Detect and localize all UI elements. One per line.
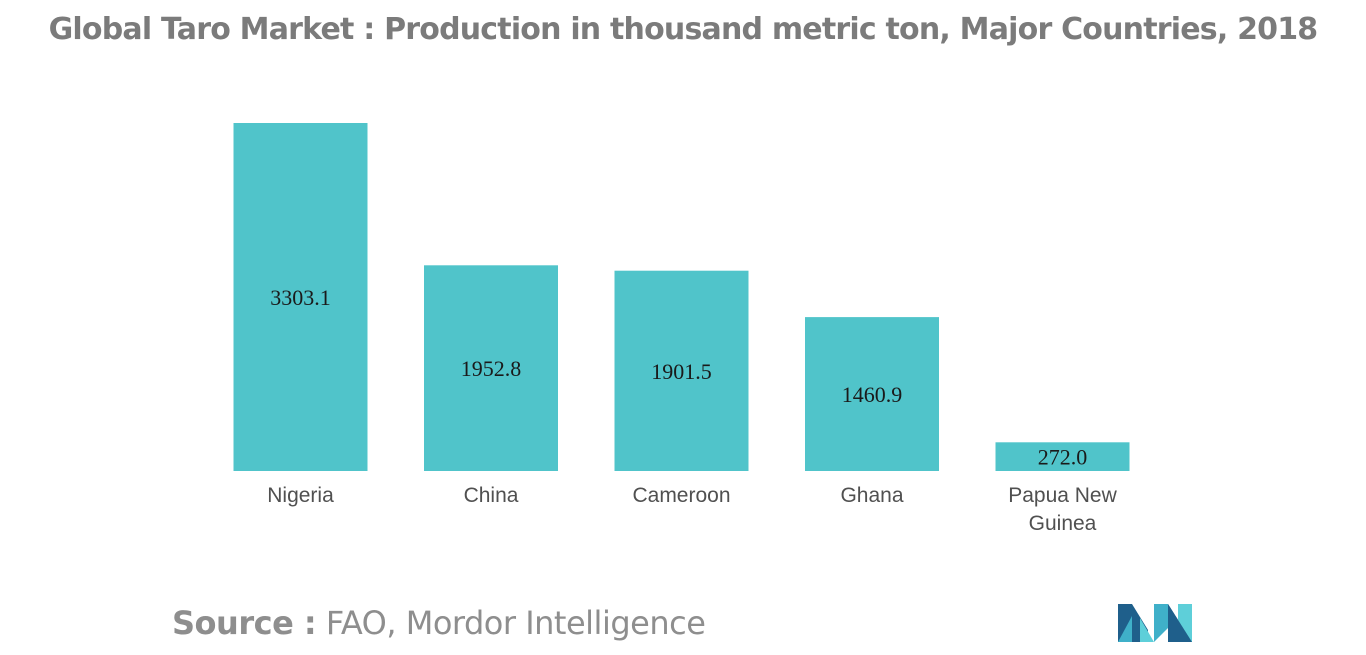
bar-ghana	[805, 317, 939, 471]
bar-nigeria	[233, 123, 368, 471]
source-note: Source : FAO, Mordor Intelligence	[172, 604, 706, 642]
bar-china	[424, 265, 558, 471]
value-labels-layer: 3303.1 1952.8 1901.5 1460.9 272.0	[270, 285, 1087, 470]
category-label: China	[464, 484, 519, 507]
bars-layer	[233, 123, 1130, 471]
value-label: 272.0	[1038, 445, 1088, 470]
value-label: 3303.1	[270, 285, 331, 310]
source-label: Source :	[172, 604, 317, 642]
chart-title: Global Taro Market : Production in thous…	[48, 12, 1319, 47]
bar-cameroon	[614, 270, 749, 471]
category-label: Nigeria	[267, 484, 334, 507]
source-text: FAO, Mordor Intelligence	[325, 604, 706, 642]
value-label: 1901.5	[651, 359, 712, 384]
category-label: Guinea	[1029, 512, 1097, 535]
mordor-intelligence-logo-icon	[1118, 604, 1192, 642]
category-label: Papua New	[1008, 484, 1117, 507]
bar-papua-new-guinea	[995, 442, 1130, 471]
category-label: Ghana	[840, 484, 903, 507]
value-label: 1952.8	[461, 356, 522, 381]
category-label: Cameroon	[632, 484, 730, 507]
value-label: 1460.9	[842, 382, 903, 407]
category-labels-layer: Nigeria China Cameroon Ghana Papua New Guinea	[267, 484, 1117, 535]
